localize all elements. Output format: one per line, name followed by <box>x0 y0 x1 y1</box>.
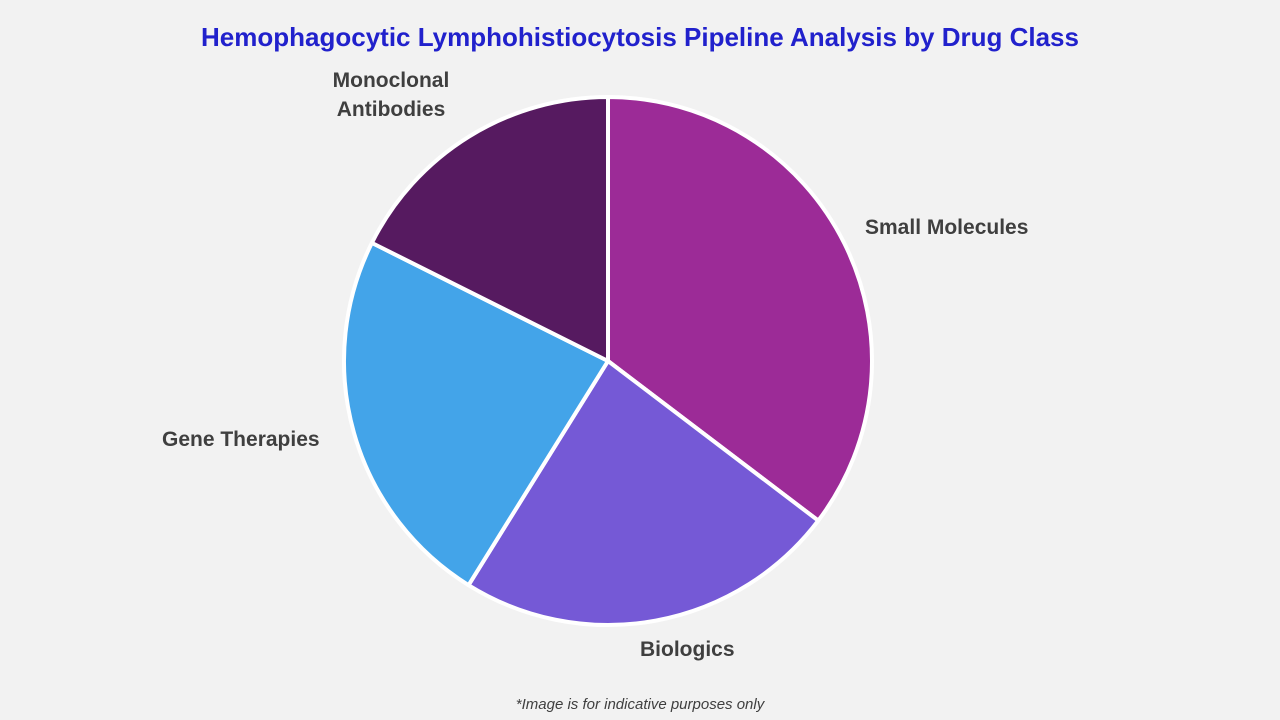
slice-label-biologics: Biologics <box>640 638 735 661</box>
chart-title: Hemophagocytic Lymphohistiocytosis Pipel… <box>201 22 1079 52</box>
pie-slice-biologics <box>466 359 821 627</box>
footnote: *Image is for indicative purposes only <box>515 696 765 713</box>
pie-slice-small-molecules <box>606 95 874 523</box>
pie-slice-monoclonal-antibodies <box>369 95 610 363</box>
slice-label-gene-therapies: Gene Therapies <box>162 428 320 451</box>
slice-label-small-molecules: Small Molecules <box>865 216 1029 239</box>
slice-label-monoclonal-antibodies: Monoclonal Antibodies <box>332 69 450 121</box>
